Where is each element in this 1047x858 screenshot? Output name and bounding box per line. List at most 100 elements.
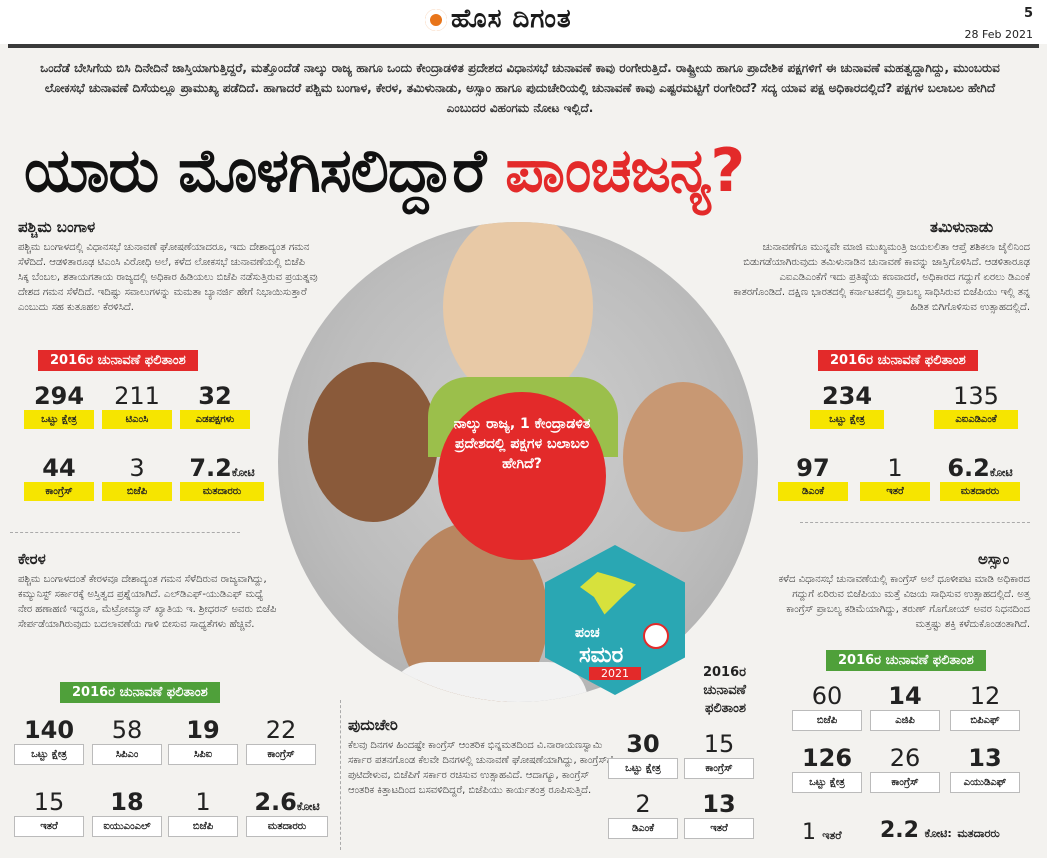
tamil-nadu-result-cell: 135 ಎಐಎಡಿಎಂಕೆ — [934, 382, 1018, 429]
result-value: 32 — [198, 382, 232, 410]
result-label: ಎಯುಡಿಎಫ್ — [950, 772, 1020, 793]
result-label: ಸಿಪಿಎಂ — [92, 744, 162, 765]
result-label: ಎಡಪಕ್ಷಗಳು — [180, 410, 250, 429]
masthead: ಹೊಸ ದಿಗಂತ 5 28 Feb 2021 — [0, 0, 1047, 44]
tamil-nadu-result-cell: 234 ಒಟ್ಟು ಕ್ಷೇತ್ರ — [810, 382, 884, 429]
logo-year: 2021 — [589, 667, 641, 680]
assam-results-banner: 2016ರ ಚುನಾವಣೆ ಫಲಿತಾಂಶ — [826, 650, 986, 671]
result-suffix: ಕೋಟಿ — [989, 466, 1013, 479]
kerala-result-cell: 1 ಬಿಜೆಪಿ — [168, 788, 238, 837]
result-label: ಮತದಾರರು — [246, 816, 328, 837]
result-label: ಕಾಂಗ್ರೆಸ್ — [24, 482, 94, 501]
result-value: 18 — [110, 788, 144, 816]
tamil-nadu-results-banner: 2016ರ ಚುನಾವಣೆ ಫಲಿತಾಂಶ — [818, 350, 978, 371]
assam-others-value: 1 — [802, 820, 816, 845]
tamil-nadu-result-cell: 97 ಡಿಎಂಕೆ — [778, 454, 848, 501]
puducherry-results-heading: 2016ರ ಚುನಾವಣೆ ಫಲಿತಾಂಶ — [702, 665, 746, 716]
result-label: ಮತದಾರರು — [940, 482, 1020, 501]
assam-result-cell: 14 ಎಜಿಪಿ — [870, 682, 940, 731]
assam-result-cell: 26 ಕಾಂಗ್ರೆಸ್ — [870, 744, 940, 793]
result-value: 13 — [702, 790, 736, 818]
puducherry-result-cell: 13 ಇತರೆ — [684, 790, 754, 839]
kerala-result-cell: 22 ಕಾಂಗ್ರೆಸ್ — [246, 716, 316, 765]
west-bengal-title: ಪಶ್ಚಿಮ ಬಂಗಾಳ — [18, 218, 96, 236]
result-value: 2.6ಕೋಟಿ — [254, 788, 320, 816]
west-bengal-result-cell: 7.2ಕೋಟಿ ಮತದಾರರು — [180, 454, 264, 501]
puducherry-title: ಪುದುಚೇರಿ — [348, 716, 398, 734]
result-label: ಡಿಎಂಕೆ — [778, 482, 848, 501]
result-suffix: ಕೋಟಿ — [231, 466, 255, 479]
result-value: 1 — [887, 454, 903, 482]
kerala-result-cell: 2.6ಕೋಟಿ ಮತದಾರರು — [246, 788, 328, 837]
result-value: 12 — [969, 682, 1001, 710]
result-value: 1 — [195, 788, 211, 816]
result-label: ಒಟ್ಟು ಕ್ಷೇತ್ರ — [810, 410, 884, 429]
result-value: 3 — [129, 454, 145, 482]
west-bengal-text: ಪಶ್ಚಿಮ ಬಂಗಾಳದಲ್ಲಿ ವಿಧಾನಸಭೆ ಚುನಾವಣೆ ಘೋಷಣೆ… — [18, 242, 318, 313]
sun-icon — [425, 8, 447, 31]
kerala-result-cell: 19 ಸಿಪಿಐ — [168, 716, 238, 765]
divider-right — [800, 522, 1030, 523]
result-label: ಒಟ್ಟು ಕ್ಷೇತ್ರ — [24, 410, 94, 429]
assam-result-cell: 126 ಒಟ್ಟು ಕ್ಷೇತ್ರ — [792, 744, 862, 793]
kerala-result-cell: 18 ಐಯುಎಂಎಲ್ — [92, 788, 162, 837]
result-label: ಕಾಂಗ್ರೆಸ್ — [684, 758, 754, 779]
result-suffix: ಕೋಟಿ — [296, 800, 320, 813]
result-value: 30 — [626, 730, 660, 758]
tamil-nadu-text: ಚುನಾವಣೆಗೂ ಮುನ್ನವೇ ಮಾಜಿ ಮುಖ್ಯಮಂತ್ರಿ ಜಯಲಲಿ… — [733, 242, 1031, 313]
result-label: ಕಾಂಗ್ರೆಸ್ — [870, 772, 940, 793]
center-question-badge: ನಾಲ್ಕು ರಾಜ್ಯ, 1 ಕೇಂದ್ರಾಡಳಿತ ಪ್ರದೇಶದಲ್ಲಿ … — [438, 392, 606, 560]
result-value: 234 — [821, 382, 873, 410]
headline-black: ಯಾರು ಮೊಳಗಿಸಲಿದ್ದಾರೆ — [24, 136, 506, 206]
tamil-nadu-result-cell: 1 ಇತರೆ — [860, 454, 930, 501]
result-label: ಇತರೆ — [860, 482, 930, 501]
headline-red: ಪಾಂಚಜನ್ಯ? — [505, 136, 745, 206]
headline: ಯಾರು ಮೊಳಗಿಸಲಿದ್ದಾರೆ ಪಾಂಚಜನ್ಯ? — [24, 136, 745, 206]
west-bengal-results-banner: 2016ರ ಚುನಾವಣೆ ಫಲಿತಾಂಶ — [38, 350, 198, 371]
assam-others: 1 ಇತರೆ — [802, 820, 842, 845]
india-map-icon — [580, 572, 636, 615]
west-bengal-result-cell: 211 ಟಿಎಂಸಿ — [102, 382, 172, 429]
puducherry-text: ಕೆಲವು ದಿನಗಳ ಹಿಂದಷ್ಟೇ ಕಾಂಗ್ರೆಸ್ ಆಂತರಿಕ ಭಿ… — [348, 740, 613, 796]
result-value: 126 — [801, 744, 853, 772]
leaders-photo-collage — [278, 222, 758, 702]
west-bengal-result-cell: 3 ಬಿಜೆಪಿ — [102, 454, 172, 501]
west-bengal-result-cell: 294 ಒಟ್ಟು ಕ್ಷೇತ್ರ — [24, 382, 94, 429]
assam-result-cell: 13 ಎಯುಡಿಎಫ್ — [950, 744, 1020, 793]
result-value: 60 — [811, 682, 843, 710]
kerala-text: ಪಶ್ಚಿಮ ಬಂಗಾಳದಂತೆ ಕೇರಳವೂ ದೇಶಾದ್ಯಂತ ಗಮನ ಸೆ… — [18, 574, 277, 630]
result-label: ಬಿಜೆಪಿ — [792, 710, 862, 731]
assam-text: ಕಳೆದ ವಿಧಾನಸಭೆ ಚುನಾವಣೆಯಲ್ಲಿ ಕಾಂಗ್ರೆಸ್ ಅಲೆ… — [778, 574, 1030, 630]
result-value: 13 — [968, 744, 1002, 772]
logo-line1: ಪಂಚ — [575, 625, 600, 641]
leader-shirt-bottom — [388, 662, 588, 702]
kerala-result-cell: 140 ಒಟ್ಟು ಕ್ಷೇತ್ರ — [14, 716, 84, 765]
result-value: 26 — [889, 744, 921, 772]
puducherry-result-cell: 30 ಒಟ್ಟು ಕ್ಷೇತ್ರ — [608, 730, 678, 779]
kerala-result-cell: 15 ಇತರೆ — [14, 788, 84, 837]
intro-paragraph: ಒಂದೆಡೆ ಬೇಸಿಗೆಯ ಬಿಸಿ ದಿನೇದಿನೆ ಜಾಸ್ತಿಯಾಗುತ… — [40, 61, 1000, 115]
result-value: 7.2ಕೋಟಿ — [189, 454, 255, 482]
west-bengal-result-cell: 44 ಕಾಂಗ್ರೆಸ್ — [24, 454, 94, 501]
kerala-result-cell: 58 ಸಿಪಿಎಂ — [92, 716, 162, 765]
newspaper-logo: ಹೊಸ ದಿಗಂತ — [425, 4, 572, 35]
assam-voters-suffix: ಕೋಟಿ: — [924, 827, 952, 840]
result-value: 2 — [635, 790, 651, 818]
result-label: ಐಯುಎಂಎಲ್ — [92, 816, 162, 837]
assam-others-label: ಇತರೆ — [822, 829, 842, 842]
divider-left — [10, 532, 240, 533]
logo-text: ಹೊಸ ದಿಗಂತ — [451, 4, 572, 34]
assam-result-cell: 60 ಬಿಜೆಪಿ — [792, 682, 862, 731]
puducherry-divider — [340, 700, 342, 850]
leader-photo-left — [308, 362, 438, 522]
masthead-rule — [8, 44, 1039, 48]
result-value: 15 — [703, 730, 735, 758]
result-value: 97 — [796, 454, 830, 482]
assam-title: ಅಸ್ಸಾಂ — [978, 550, 1010, 568]
result-value: 22 — [265, 716, 297, 744]
result-label: ಬಿಪಿಎಫ್ — [950, 710, 1020, 731]
result-label: ಇತರೆ — [14, 816, 84, 837]
assam-voters-label: ಮತದಾರರು — [957, 827, 1000, 840]
result-value: 211 — [114, 382, 160, 410]
result-label: ಡಿಎಂಕೆ — [608, 818, 678, 839]
